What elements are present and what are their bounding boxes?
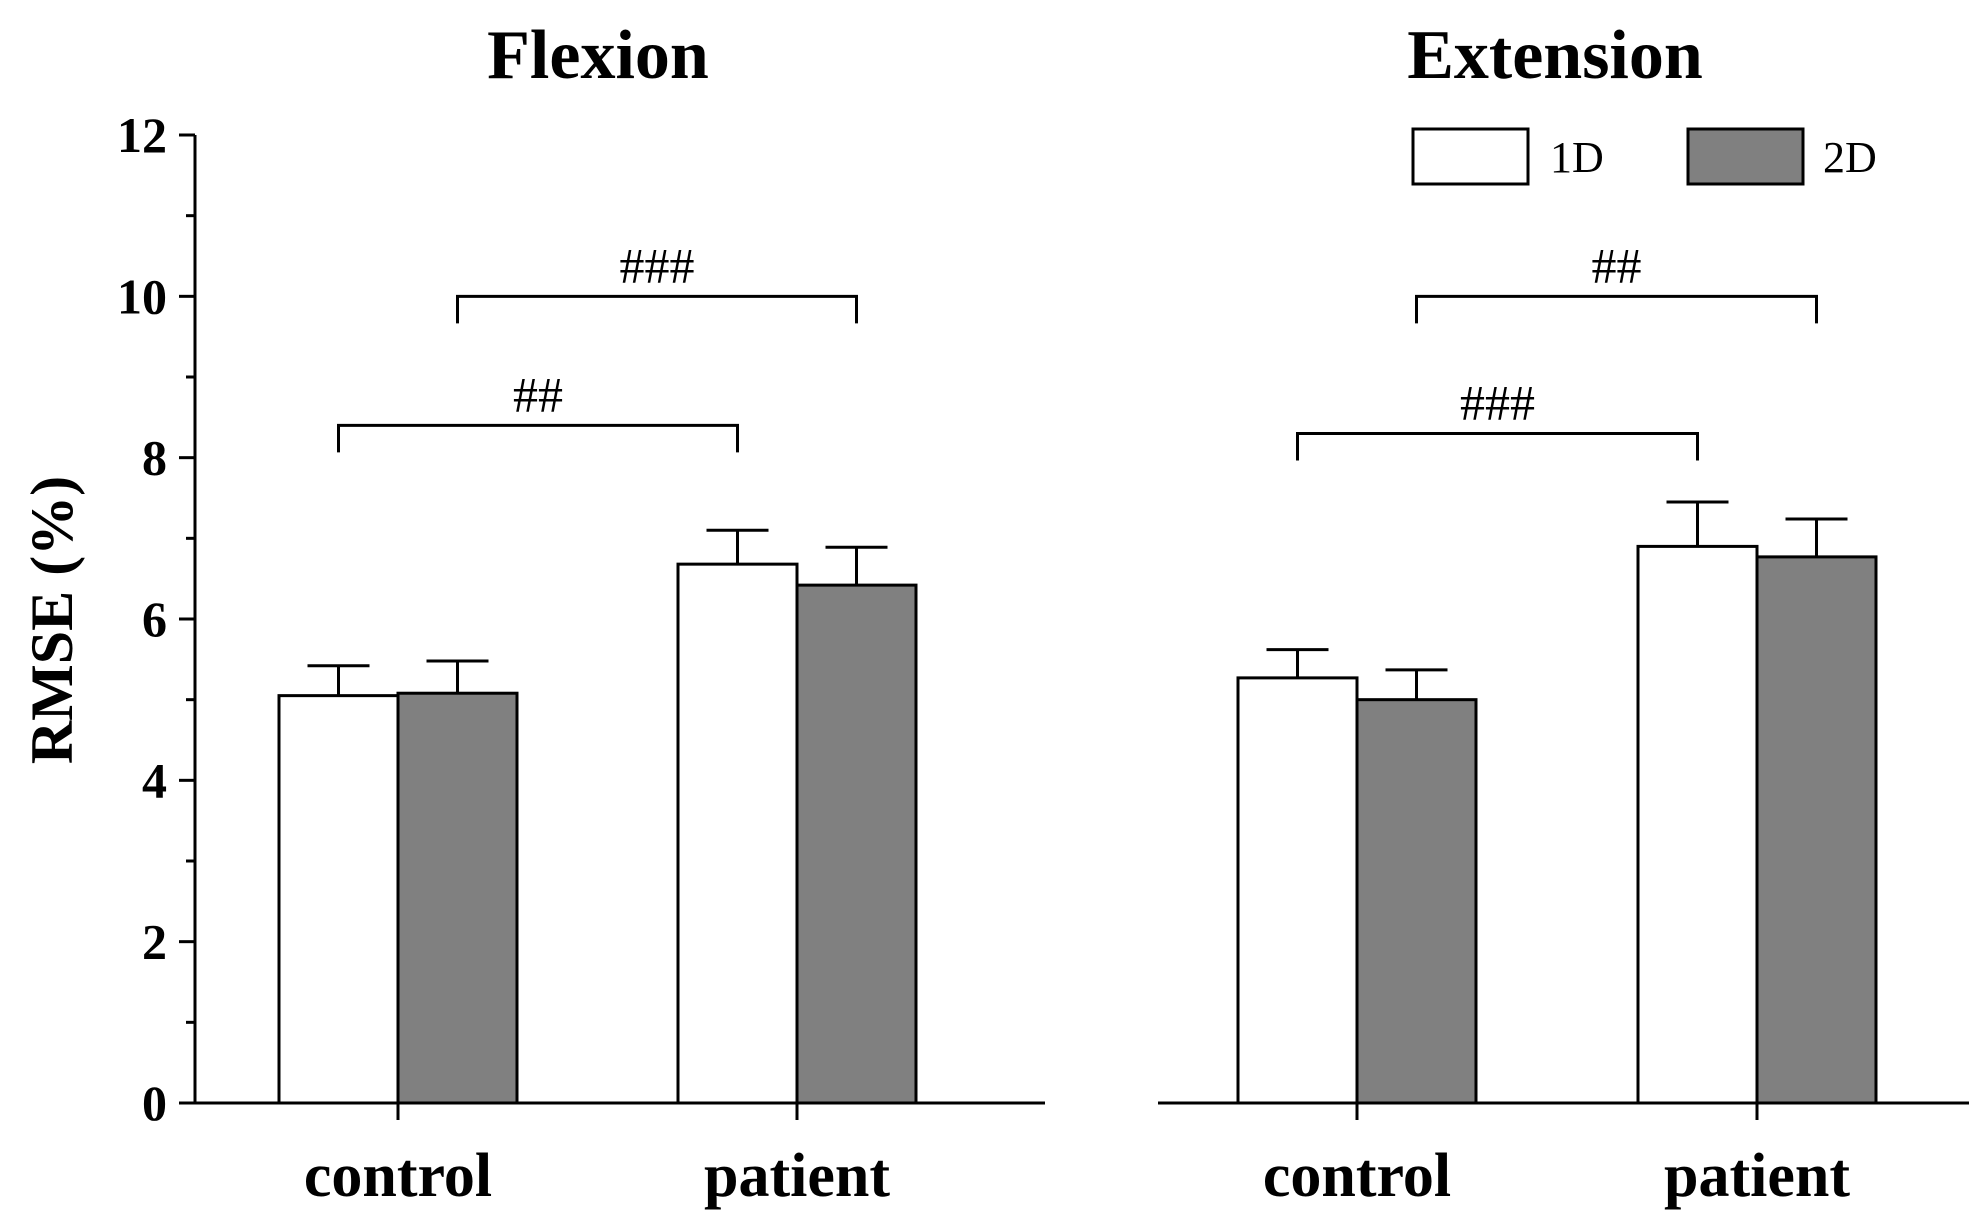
x-category-label: patient <box>704 1142 890 1210</box>
significance-label: ## <box>513 366 563 422</box>
significance-bracket <box>1415 294 1818 324</box>
legend: 1D 2D <box>1411 127 1877 186</box>
y-tick-label: 8 <box>142 430 167 486</box>
bar-2d-control <box>1355 698 1478 1105</box>
y-tick-label: 6 <box>142 591 167 647</box>
y-tick-label: 10 <box>117 268 167 324</box>
y-tick-label: 12 <box>117 107 167 163</box>
bar-1d-control <box>277 694 400 1105</box>
y-axis-label: RMSE (%) <box>19 476 85 764</box>
bar-1d-control <box>1236 676 1359 1105</box>
legend-swatch-2d <box>1686 127 1805 186</box>
significance-bracket <box>1296 431 1699 461</box>
bar-2d-patient <box>795 583 918 1105</box>
x-category-label: patient <box>1664 1142 1850 1210</box>
x-category-label: control <box>1263 1142 1451 1210</box>
significance-label: ### <box>1460 374 1535 430</box>
y-tick-label: 0 <box>142 1075 167 1131</box>
y-tick-label: 4 <box>142 752 167 808</box>
significance-label: ### <box>620 237 695 293</box>
significance-bracket <box>337 423 739 453</box>
significance-bracket <box>456 294 858 324</box>
panel-title: Flexion <box>487 17 709 94</box>
legend-label: 2D <box>1823 133 1877 182</box>
y-tick-label: 2 <box>142 914 167 970</box>
panel-title: Extension <box>1407 17 1703 94</box>
legend-label: 1D <box>1550 133 1604 182</box>
x-category-label: control <box>304 1142 492 1210</box>
bar-1d-patient <box>1636 544 1759 1105</box>
significance-label: ## <box>1592 237 1642 293</box>
bar-2d-patient <box>1755 555 1878 1105</box>
legend-swatch-1d <box>1411 127 1530 186</box>
bar-2d-control <box>396 691 519 1105</box>
bar-1d-patient <box>676 562 799 1105</box>
